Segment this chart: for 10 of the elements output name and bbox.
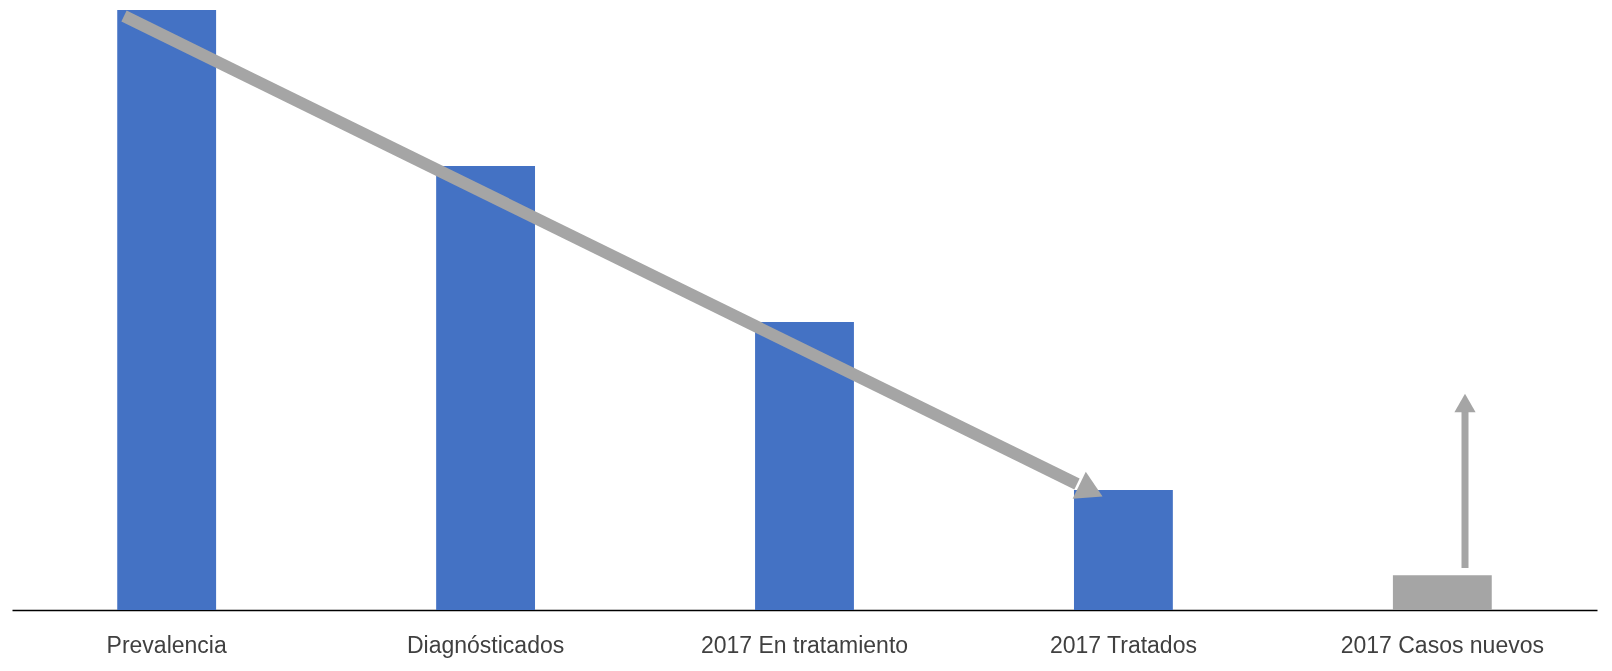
x-tick-label: Prevalencia [106, 631, 227, 658]
bar [755, 322, 854, 610]
bar [1073, 490, 1173, 610]
bar [117, 10, 217, 610]
x-tick-label: 2017 Casos nuevos [1340, 631, 1544, 658]
x-tick-label: 2017 Tratados [1049, 631, 1197, 658]
bar [1392, 575, 1492, 610]
x-tick-label: Diagnósticados [406, 631, 565, 658]
bar [436, 166, 536, 610]
x-tick-label: 2017 En tratamiento [700, 631, 909, 658]
